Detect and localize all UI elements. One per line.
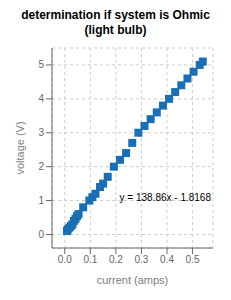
svg-text:0.2: 0.2 [109,254,123,265]
svg-text:3: 3 [38,127,44,138]
svg-text:2: 2 [38,161,44,172]
svg-text:1: 1 [38,195,44,206]
svg-text:voltage (V): voltage (V) [14,121,26,174]
svg-text:0.3: 0.3 [134,254,148,265]
svg-text:0: 0 [38,229,44,240]
svg-text:0.0: 0.0 [58,254,72,265]
html-text:determination if system is Ohm: determination if system is Ohmic (light … [21,8,210,37]
svg-text:0.1: 0.1 [83,254,97,265]
svg-text:0.5: 0.5 [186,254,200,265]
svg-text:4: 4 [38,93,44,104]
html-text:y = 138.86x - 1.8168: y = 138.86x - 1.8168 [119,192,211,203]
svg-text:5: 5 [38,59,44,70]
svg-text:0.4: 0.4 [160,254,174,265]
svg-text:current (amps): current (amps) [97,274,169,286]
